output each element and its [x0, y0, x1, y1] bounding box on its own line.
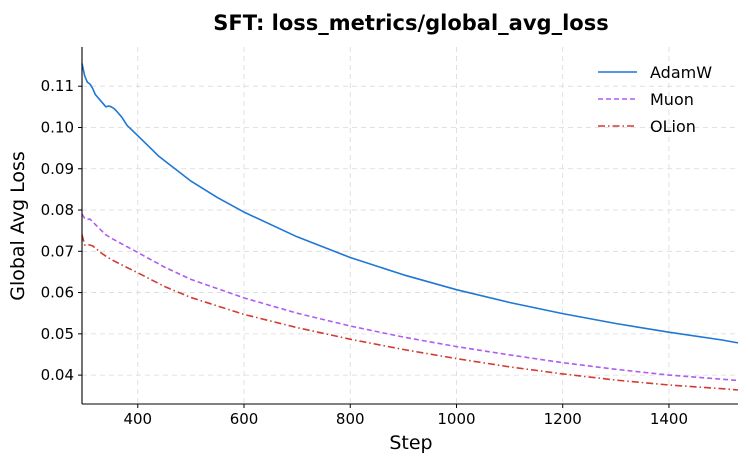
legend-label-adamw: AdamW	[650, 63, 712, 82]
y-tick-label: 0.06	[41, 284, 74, 302]
y-tick-label: 0.05	[41, 325, 74, 343]
legend: AdamW Muon OLion	[598, 63, 712, 136]
y-tick-label: 0.10	[41, 118, 74, 136]
x-tick-label: 600	[230, 410, 259, 428]
series-lines	[81, 63, 739, 391]
chart-title: SFT: loss_metrics/global_avg_loss	[213, 11, 608, 35]
x-tick-label: 1000	[437, 410, 475, 428]
x-tick-label: 800	[336, 410, 365, 428]
y-tick-label: 0.07	[41, 242, 74, 260]
legend-label-olion: OLion	[650, 117, 696, 136]
x-ticks: 400 600 800 1000 1200 1400	[123, 404, 688, 428]
x-tick-label: 1400	[650, 410, 688, 428]
y-tick-label: 0.04	[41, 366, 74, 384]
y-axis-label: Global Avg Loss	[7, 151, 29, 301]
y-tick-label: 0.11	[41, 77, 74, 95]
x-tick-label: 400	[123, 410, 152, 428]
legend-label-muon: Muon	[650, 90, 694, 109]
y-ticks: 0.04 0.05 0.06 0.07 0.08 0.09 0.10 0.11	[41, 77, 82, 384]
x-axis-label: Step	[389, 432, 432, 454]
x-tick-label: 1200	[544, 410, 582, 428]
series-line-adamw	[81, 63, 739, 344]
y-tick-label: 0.08	[41, 201, 74, 219]
series-line-muon	[81, 213, 739, 382]
series-line-olion	[81, 234, 739, 391]
grid	[82, 47, 738, 404]
y-tick-label: 0.09	[41, 160, 74, 178]
